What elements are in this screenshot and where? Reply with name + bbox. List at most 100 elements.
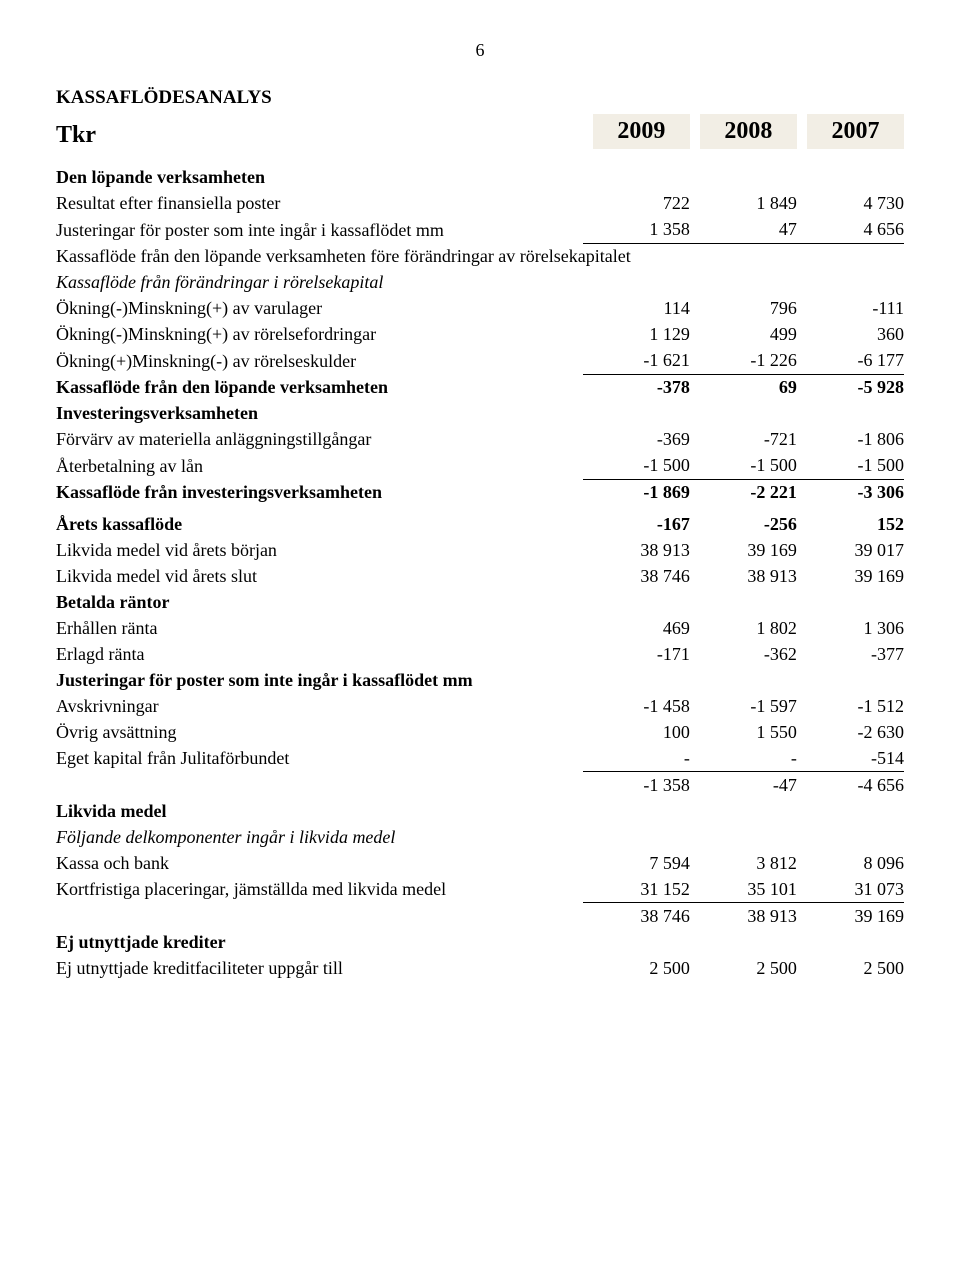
section-heading: Justeringar för poster som inte ingår i … [56, 667, 904, 693]
cell: 100 [583, 719, 690, 745]
cell: -4 656 [797, 772, 904, 799]
cell: - [690, 745, 797, 772]
sub-heading-italic: Följande delkomponenter ingår i likvida … [56, 824, 904, 850]
table-row: 38 746 38 913 39 169 [56, 903, 904, 930]
sub-heading-italic: Kassaflöde från förändringar i rörelseka… [56, 270, 904, 296]
table-row: Ökning(-)Minskning(+) av varulager 114 7… [56, 296, 904, 322]
section-heading: Investeringsverksamheten [56, 401, 904, 427]
cell: -1 500 [690, 453, 797, 480]
cell: 38 913 [583, 537, 690, 563]
cell: 1 358 [583, 217, 690, 244]
cell: -2 221 [690, 479, 797, 506]
cell: -1 226 [690, 348, 797, 375]
cell: -721 [690, 427, 797, 453]
row-label: Avskrivningar [56, 693, 583, 719]
row-label: Justeringar för poster som inte ingår i … [56, 217, 583, 244]
table-header-row: Tkr 2009 2008 2007 [56, 111, 904, 151]
cell: -2 630 [797, 719, 904, 745]
sub-heading: Kassaflöde från den löpande verksamheten… [56, 243, 904, 270]
cell: 1 306 [797, 615, 904, 641]
table-row: Kassaflöde från investeringsverksamheten… [56, 479, 904, 506]
cell: -1 806 [797, 427, 904, 453]
cell: 114 [583, 296, 690, 322]
table-row: Årets kassaflöde -167 -256 152 [56, 506, 904, 538]
table-row: Likvida medel vid årets slut 38 746 38 9… [56, 563, 904, 589]
row-label: Kassa och bank [56, 850, 583, 876]
cashflow-table: Tkr 2009 2008 2007 Den löpande verksamhe… [56, 111, 904, 981]
table-row: Resultat efter finansiella poster 722 1 … [56, 191, 904, 217]
cell: 8 096 [797, 850, 904, 876]
section-heading: Likvida medel [56, 798, 904, 824]
section-heading-row: Ej utnyttjade krediter [56, 929, 904, 955]
cell: -47 [690, 772, 797, 799]
section-heading: Ej utnyttjade krediter [56, 929, 904, 955]
cell: 7 594 [583, 850, 690, 876]
cell: 499 [690, 322, 797, 348]
cell: -171 [583, 641, 690, 667]
row-label: Ökning(-)Minskning(+) av varulager [56, 296, 583, 322]
cell: -1 500 [797, 453, 904, 480]
cell: -3 306 [797, 479, 904, 506]
sub-heading-row: Kassaflöde från den löpande verksamheten… [56, 243, 904, 270]
cell: 4 730 [797, 191, 904, 217]
table-row: Kassa och bank 7 594 3 812 8 096 [56, 850, 904, 876]
cell: -1 500 [583, 453, 690, 480]
unit-label: Tkr [56, 111, 583, 151]
cell: -362 [690, 641, 797, 667]
cell: 38 913 [690, 903, 797, 930]
row-label: Eget kapital från Julitaförbundet [56, 745, 583, 772]
table-row: Erlagd ränta -171 -362 -377 [56, 641, 904, 667]
cell: 39 169 [797, 563, 904, 589]
cell: 469 [583, 615, 690, 641]
cell: -1 458 [583, 693, 690, 719]
row-label: Likvida medel vid årets början [56, 537, 583, 563]
row-label: Erhållen ränta [56, 615, 583, 641]
cell: -167 [583, 506, 690, 538]
row-label: Förvärv av materiella anläggningstillgån… [56, 427, 583, 453]
cell: 360 [797, 322, 904, 348]
section-heading-row: Likvida medel [56, 798, 904, 824]
table-row: Ökning(-)Minskning(+) av rörelsefordring… [56, 322, 904, 348]
cell: 2 500 [583, 955, 690, 981]
year-col-2008: 2008 [700, 114, 797, 149]
row-label: Ej utnyttjade kreditfaciliteter uppgår t… [56, 955, 583, 981]
cell: 38 746 [583, 563, 690, 589]
cell: 1 849 [690, 191, 797, 217]
cell: 1 129 [583, 322, 690, 348]
cell: -1 621 [583, 348, 690, 375]
cell: 2 500 [797, 955, 904, 981]
table-row: Kassaflöde från den löpande verksamheten… [56, 374, 904, 401]
year-col-2007: 2007 [807, 114, 904, 149]
cell: 1 550 [690, 719, 797, 745]
section-heading-row: Justeringar för poster som inte ingår i … [56, 667, 904, 693]
cell: 69 [690, 374, 797, 401]
cell: 796 [690, 296, 797, 322]
cell: 38 746 [583, 903, 690, 930]
table-row: -1 358 -47 -4 656 [56, 772, 904, 799]
row-label: Ökning(+)Minskning(-) av rörelseskulder [56, 348, 583, 375]
cell: -514 [797, 745, 904, 772]
year-col-2009: 2009 [593, 114, 690, 149]
section-heading-row: Investeringsverksamheten [56, 401, 904, 427]
sub-heading-row: Följande delkomponenter ingår i likvida … [56, 824, 904, 850]
cell: 39 017 [797, 537, 904, 563]
row-label: Årets kassaflöde [56, 506, 583, 538]
section-heading-row: Betalda räntor [56, 589, 904, 615]
section-heading: Betalda räntor [56, 589, 904, 615]
table-row: Ökning(+)Minskning(-) av rörelseskulder … [56, 348, 904, 375]
table-row: Kortfristiga placeringar, jämställda med… [56, 876, 904, 903]
row-label: Ökning(-)Minskning(+) av rörelsefordring… [56, 322, 583, 348]
row-label: Resultat efter finansiella poster [56, 191, 583, 217]
page-number: 6 [56, 40, 904, 61]
cell: -111 [797, 296, 904, 322]
sub-heading-row: Kassaflöde från förändringar i rörelseka… [56, 270, 904, 296]
table-row: Eget kapital från Julitaförbundet - - -5… [56, 745, 904, 772]
cell: 31 152 [583, 876, 690, 903]
row-label: Kortfristiga placeringar, jämställda med… [56, 876, 583, 903]
table-row: Likvida medel vid årets början 38 913 39… [56, 537, 904, 563]
row-label: Kassaflöde från investeringsverksamheten [56, 479, 583, 506]
table-row: Förvärv av materiella anläggningstillgån… [56, 427, 904, 453]
cell: 1 802 [690, 615, 797, 641]
section-heading: Den löpande verksamheten [56, 151, 904, 191]
cell: 2 500 [690, 955, 797, 981]
